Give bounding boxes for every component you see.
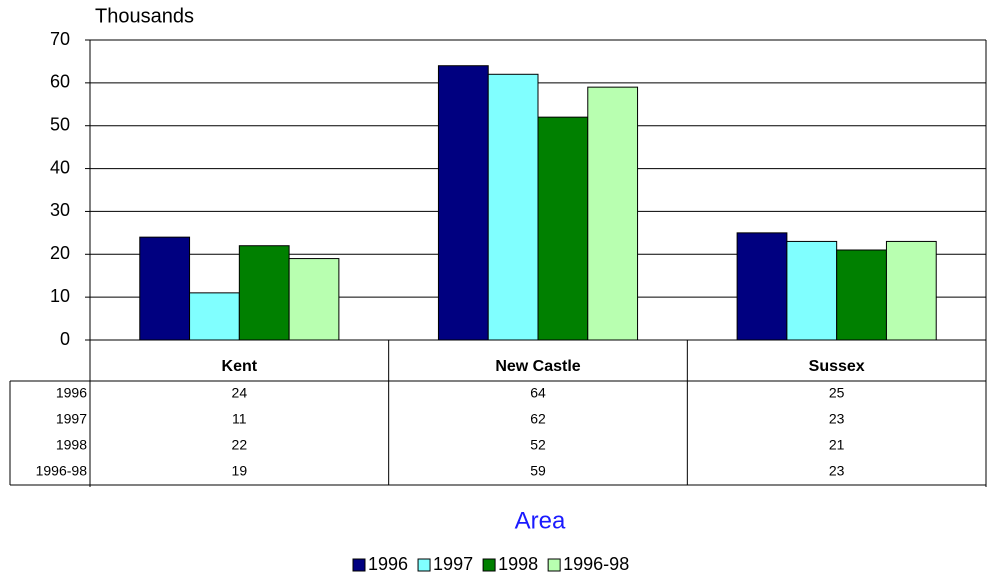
table-cell: 64 — [530, 385, 546, 401]
legend-swatch — [417, 558, 431, 572]
table-cell: 11 — [232, 411, 247, 427]
bar — [437, 65, 489, 341]
table-cell: 25 — [829, 385, 845, 401]
table-cell: 22 — [232, 437, 248, 453]
legend-swatch — [482, 558, 496, 572]
bar — [537, 116, 589, 341]
bar — [288, 258, 340, 341]
x-tick-label: Kent — [222, 358, 258, 375]
legend-label: 1996 — [368, 554, 408, 574]
y-tick-label: 10 — [50, 286, 70, 306]
bar — [139, 236, 191, 341]
legend-label: 1997 — [433, 554, 473, 574]
x-tick-label: Sussex — [809, 358, 865, 375]
table-cell: 24 — [232, 385, 248, 401]
y-tick-label: 60 — [50, 72, 70, 92]
table-cell: 59 — [530, 463, 546, 479]
bar — [786, 240, 838, 341]
bar — [238, 245, 290, 341]
y-tick-label: 40 — [50, 157, 70, 177]
table-cell: 23 — [829, 411, 845, 427]
table-row-label: 1996 — [56, 385, 87, 401]
y-axis-label: Thousands — [95, 5, 194, 27]
table-row-label: 1998 — [56, 437, 87, 453]
x-axis-label: Area — [515, 507, 566, 534]
table-row-label: 1996-98 — [36, 463, 88, 479]
y-tick-label: 70 — [50, 29, 70, 49]
bar — [487, 73, 539, 341]
y-tick-label: 30 — [50, 200, 70, 220]
table-cell: 62 — [530, 411, 546, 427]
table-cell: 19 — [232, 463, 248, 479]
table-cell: 52 — [530, 437, 546, 453]
bar — [587, 86, 639, 341]
bar — [836, 249, 887, 341]
legend-label: 1998 — [498, 554, 538, 574]
table-cell: 23 — [829, 463, 845, 479]
y-tick-label: 50 — [50, 114, 70, 134]
bar — [736, 232, 788, 341]
bar — [885, 240, 937, 341]
table-cell: 21 — [829, 437, 845, 453]
bar — [189, 292, 240, 341]
legend-swatch — [352, 558, 366, 572]
y-tick-label: 0 — [60, 329, 70, 349]
y-tick-label: 20 — [50, 243, 70, 263]
legend-swatch — [547, 558, 561, 572]
legend-label: 1996-98 — [563, 554, 629, 574]
table-row-label: 1997 — [56, 411, 87, 427]
x-tick-label: New Castle — [495, 358, 580, 375]
